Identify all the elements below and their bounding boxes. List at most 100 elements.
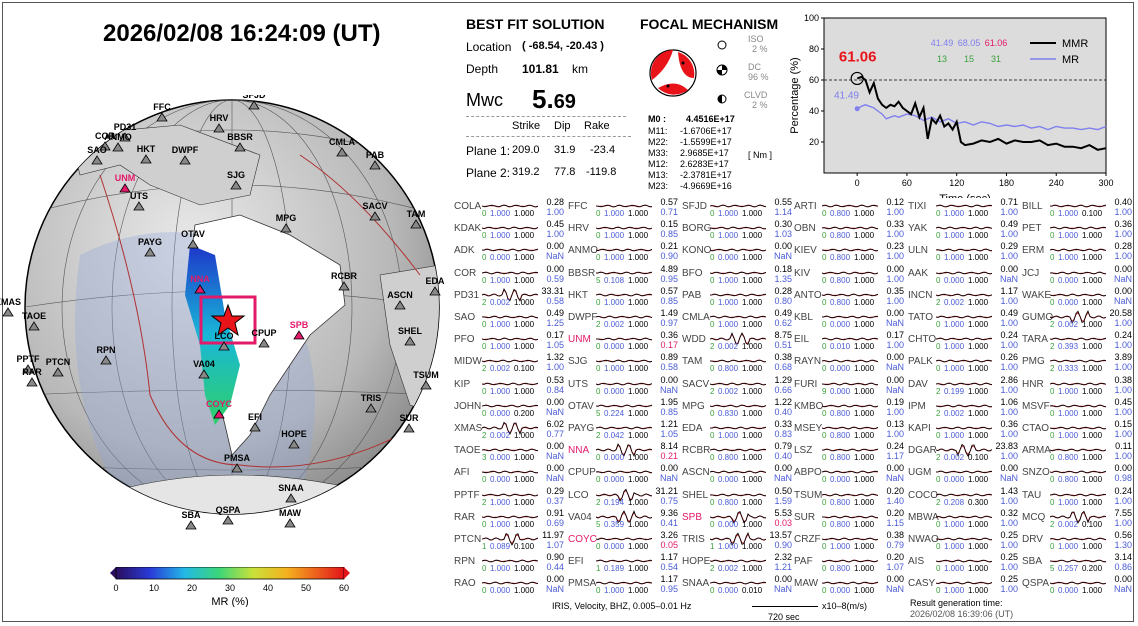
station-stat-2: 1.000	[490, 497, 511, 507]
station-stat-3: 1.000	[514, 564, 535, 574]
station-cell: EDA 0.33 0.83 0 1.000 1.000	[682, 419, 794, 441]
units-label: x10–8(m/s)	[822, 601, 868, 611]
station-label: PTCN	[46, 357, 71, 367]
station-triangle-icon	[336, 147, 348, 157]
station-amplitude: 0.32	[1000, 507, 1018, 518]
station-triangle-icon	[369, 211, 381, 221]
waveform-trace	[936, 537, 992, 541]
station-ratio: 0.95	[660, 273, 678, 284]
observed-trace	[596, 226, 652, 230]
station-marker-sao: SAO	[87, 145, 107, 165]
station-ratio: 0.77	[546, 429, 564, 439]
waveform-trace	[822, 382, 878, 386]
station-name: PAF	[794, 556, 813, 568]
station-ratio: 0.17	[660, 340, 678, 351]
waveform-trace	[482, 226, 538, 230]
station-ratio: 1.00	[1000, 451, 1018, 462]
station-marker-cmla: CMLA	[329, 137, 355, 157]
station-name: COCO	[908, 489, 938, 501]
station-amplitude: 0.00	[1000, 463, 1018, 474]
station-amplitude: 0.00	[546, 396, 564, 407]
station-stat-1: 2	[710, 386, 715, 396]
station-stat-1: 0	[596, 475, 601, 485]
station-cell: SPB 5.53 0.03 0 0.000 1.000	[682, 508, 794, 530]
waveform-trace	[710, 315, 766, 319]
station-stat-2: 0.002	[718, 564, 739, 574]
station-cell: RAO 0.00 NaN 0 0.000 1.000	[454, 574, 566, 596]
station-name: EIL	[794, 334, 810, 346]
waveform-trace	[936, 271, 992, 275]
station-cell: MBWA 0.32 1.00 0 1.000 1.000	[908, 508, 1020, 530]
station-stat-1: 5	[596, 519, 601, 529]
divider	[466, 116, 626, 117]
station-cell: KMBO 0.19 1.00 0 0.800 1.000	[794, 397, 906, 419]
station-triangle-icon	[230, 180, 242, 190]
observed-trace	[710, 249, 766, 252]
station-ratio: 1.03	[774, 229, 792, 240]
station-cell: CMLA 0.49 0.62 0 1.000 1.000	[682, 308, 794, 330]
station-stat-2: 0.042	[604, 431, 625, 440]
station-amplitude: 0.13	[886, 419, 904, 429]
station-amplitude: 0.00	[1114, 263, 1132, 274]
station-ratio: 1.00	[1000, 318, 1018, 328]
mr-peak-marker	[854, 106, 860, 112]
station-stat-2: 1.000	[604, 253, 625, 263]
station-stat-2: 0.830	[718, 408, 739, 418]
station-label: SHEL	[398, 326, 423, 336]
station-marker-efi: EFI	[248, 412, 262, 432]
scale-label: 720 sec	[768, 612, 800, 622]
station-stat-2: 1.000	[490, 231, 511, 241]
station-name: ASCN	[682, 467, 710, 479]
waveform-trace	[710, 271, 766, 275]
station-name: ARTI	[794, 201, 817, 212]
waveform-trace	[1050, 204, 1106, 208]
station-stat-2: 0.000	[830, 586, 851, 596]
station-marker-ffc: FFC	[153, 102, 171, 122]
station-stat-3: 1.000	[1082, 320, 1103, 329]
observed-trace	[710, 510, 766, 524]
station-name: PALK	[908, 356, 933, 368]
station-name: COR	[454, 267, 477, 279]
dc-icon	[716, 64, 728, 76]
station-ratio: 0.86	[1114, 562, 1132, 573]
tensor-unit: [ Nm ]	[748, 150, 772, 160]
station-ratio: 1.00	[1000, 229, 1018, 240]
station-ratio: 1.14	[774, 207, 792, 217]
station-cell: PMSA 1.17 0.95 0 1.000 1.000	[568, 574, 680, 596]
observed-trace	[936, 226, 992, 230]
station-name: MSVF	[1022, 400, 1050, 412]
station-amplitude: 1.17	[660, 552, 678, 563]
station-stat-1: 0	[710, 497, 715, 507]
station-stat-1: 2	[936, 453, 941, 463]
waveform-trace	[482, 287, 538, 302]
station-amplitude: 0.90	[546, 552, 564, 563]
station-name: TSUM	[794, 489, 823, 501]
waveform-trace	[822, 359, 878, 363]
station-cell: NWAO 0.25 1.00 0 1.000 1.000	[908, 530, 1020, 552]
station-marker-bbsr: BBSR	[227, 132, 253, 152]
station-ratio: 1.00	[886, 295, 904, 306]
station-stat-1: 0	[710, 364, 715, 374]
station-name: EDA	[682, 423, 703, 434]
station-stat-3: 1.000	[854, 364, 875, 374]
observed-trace	[482, 421, 538, 435]
dc-label: DC	[748, 62, 761, 72]
station-stat-1: 0	[1050, 431, 1055, 440]
station-name: AFI	[454, 467, 470, 479]
scale-bar	[752, 606, 818, 607]
observed-trace	[822, 559, 878, 563]
station-cell: ULN 0.29 1.00 0 1.000 1.000	[908, 241, 1020, 263]
depth-unit: km	[572, 62, 588, 76]
station-cell: MPG 1.22 0.40 0 0.830 1.000	[682, 397, 794, 419]
station-name: KAPI	[908, 423, 931, 434]
tensor-component-value: -1.6706E+17	[680, 126, 732, 136]
station-ratio: 1.00	[886, 251, 904, 262]
station-cell: PFO 0.17 1.05 0 1.000 1.000	[454, 330, 566, 352]
station-amplitude: 9.36	[660, 507, 678, 518]
station-stat-1: 0	[822, 364, 827, 374]
station-cell: SJG 0.89 0.58 0 1.000 1.000	[568, 352, 680, 374]
station-stat-1: 0	[1050, 586, 1055, 596]
station-amplitude: 1.17	[1000, 285, 1018, 296]
station-stat-2: 1.000	[718, 209, 739, 218]
station-label: VA04	[193, 359, 215, 369]
